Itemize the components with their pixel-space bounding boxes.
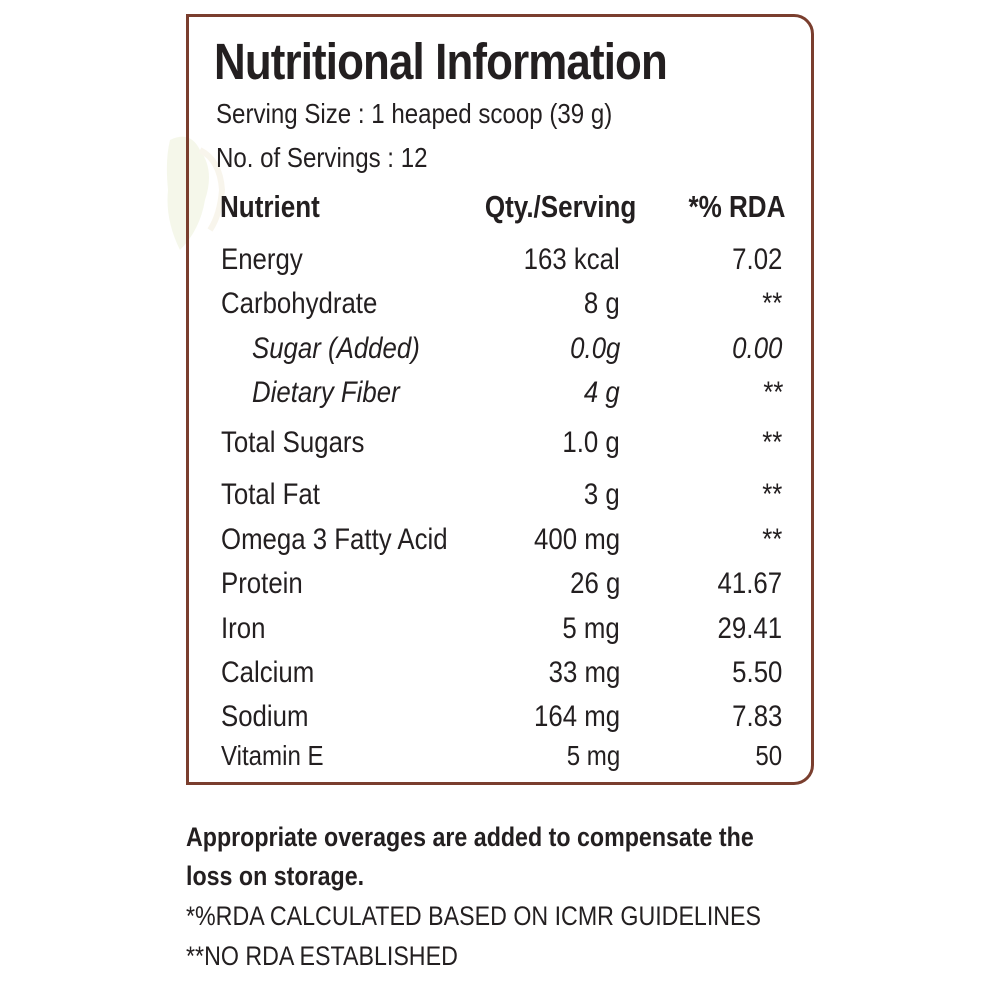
nutrient-qty: 3 g — [584, 478, 620, 511]
nutrient-qty: 1.0 g — [562, 426, 620, 459]
nutrient-rda: 7.02 — [731, 243, 782, 276]
nutrient-rda: ** — [761, 376, 782, 409]
table-row: Total Sugars 1.0 g ** — [0, 426, 1000, 462]
page-title: Nutritional Information — [214, 33, 668, 90]
table-row: Iron 5 mg 29.41 — [0, 612, 1000, 648]
nutrient-qty: 400 mg — [533, 523, 620, 556]
nutrition-panel-border — [186, 14, 814, 785]
nutrient-name: Total Sugars — [221, 426, 365, 459]
table-row: Sugar (Added) 0.0g 0.00 — [0, 332, 1000, 368]
nutrient-name: Dietary Fiber — [252, 376, 400, 409]
number-of-servings: No. of Servings : 12 — [216, 142, 428, 173]
nutrient-rda: ** — [761, 523, 782, 556]
table-row: Sodium 164 mg 7.83 — [0, 700, 1000, 736]
header-qty-serving: Qty./Serving — [484, 189, 636, 224]
nutrient-name: Protein — [221, 567, 303, 600]
nutrient-rda: ** — [761, 287, 782, 320]
table-row: Vitamin E 5 mg 50 — [0, 739, 1000, 775]
nutrient-name: Vitamin E — [221, 740, 324, 771]
nutrient-qty: 8 g — [584, 287, 620, 320]
table-row: Calcium 33 mg 5.50 — [0, 656, 1000, 692]
nutrient-qty: 33 mg — [548, 656, 620, 689]
nutrient-name: Sodium — [221, 700, 309, 733]
nutrient-qty: 26 g — [569, 567, 620, 600]
table-row: Dietary Fiber 4 g ** — [0, 376, 1000, 412]
nutrient-name: Iron — [221, 612, 266, 645]
nutrient-rda: 5.50 — [731, 656, 782, 689]
nutrient-rda: 29.41 — [717, 612, 782, 645]
nutrient-qty: 5 mg — [566, 740, 620, 771]
nutrient-qty: 0.0g — [569, 332, 620, 365]
nutrient-qty: 163 kcal — [523, 243, 620, 276]
overages-note-line2: loss on storage. — [186, 861, 365, 891]
nutrient-name: Omega 3 Fatty Acid — [221, 523, 448, 556]
nutrient-name: Sugar (Added) — [252, 332, 420, 365]
overages-note-line1: Appropriate overages are added to compen… — [186, 822, 754, 852]
nutrient-name: Energy — [221, 243, 303, 276]
nutrient-rda: 41.67 — [717, 567, 782, 600]
nutrient-qty: 5 mg — [562, 612, 620, 645]
serving-size: Serving Size : 1 heaped scoop (39 g) — [216, 98, 613, 129]
rda-basis-note: *%RDA CALCULATED BASED ON ICMR GUIDELINE… — [186, 901, 762, 931]
table-row: Carbohydrate 8 g ** — [0, 287, 1000, 323]
nutrient-name: Total Fat — [221, 478, 320, 511]
header-nutrient: Nutrient — [220, 189, 320, 224]
nutrient-qty: 164 mg — [533, 700, 620, 733]
nutrient-rda: 50 — [755, 740, 782, 771]
table-row: Omega 3 Fatty Acid 400 mg ** — [0, 523, 1000, 559]
nutrient-name: Carbohydrate — [221, 287, 378, 320]
nutrient-qty: 4 g — [584, 376, 620, 409]
table-row: Total Fat 3 g ** — [0, 478, 1000, 514]
nutrient-rda: ** — [761, 426, 782, 459]
header-rda: *% RDA — [688, 189, 785, 224]
no-rda-note: **NO RDA ESTABLISHED — [186, 941, 458, 971]
nutrient-rda: 7.83 — [731, 700, 782, 733]
table-row: Protein 26 g 41.67 — [0, 567, 1000, 603]
nutrient-rda: 0.00 — [731, 332, 782, 365]
nutrient-name: Calcium — [221, 656, 315, 689]
nutrient-rda: ** — [761, 478, 782, 511]
table-row: Energy 163 kcal 7.02 — [0, 243, 1000, 279]
